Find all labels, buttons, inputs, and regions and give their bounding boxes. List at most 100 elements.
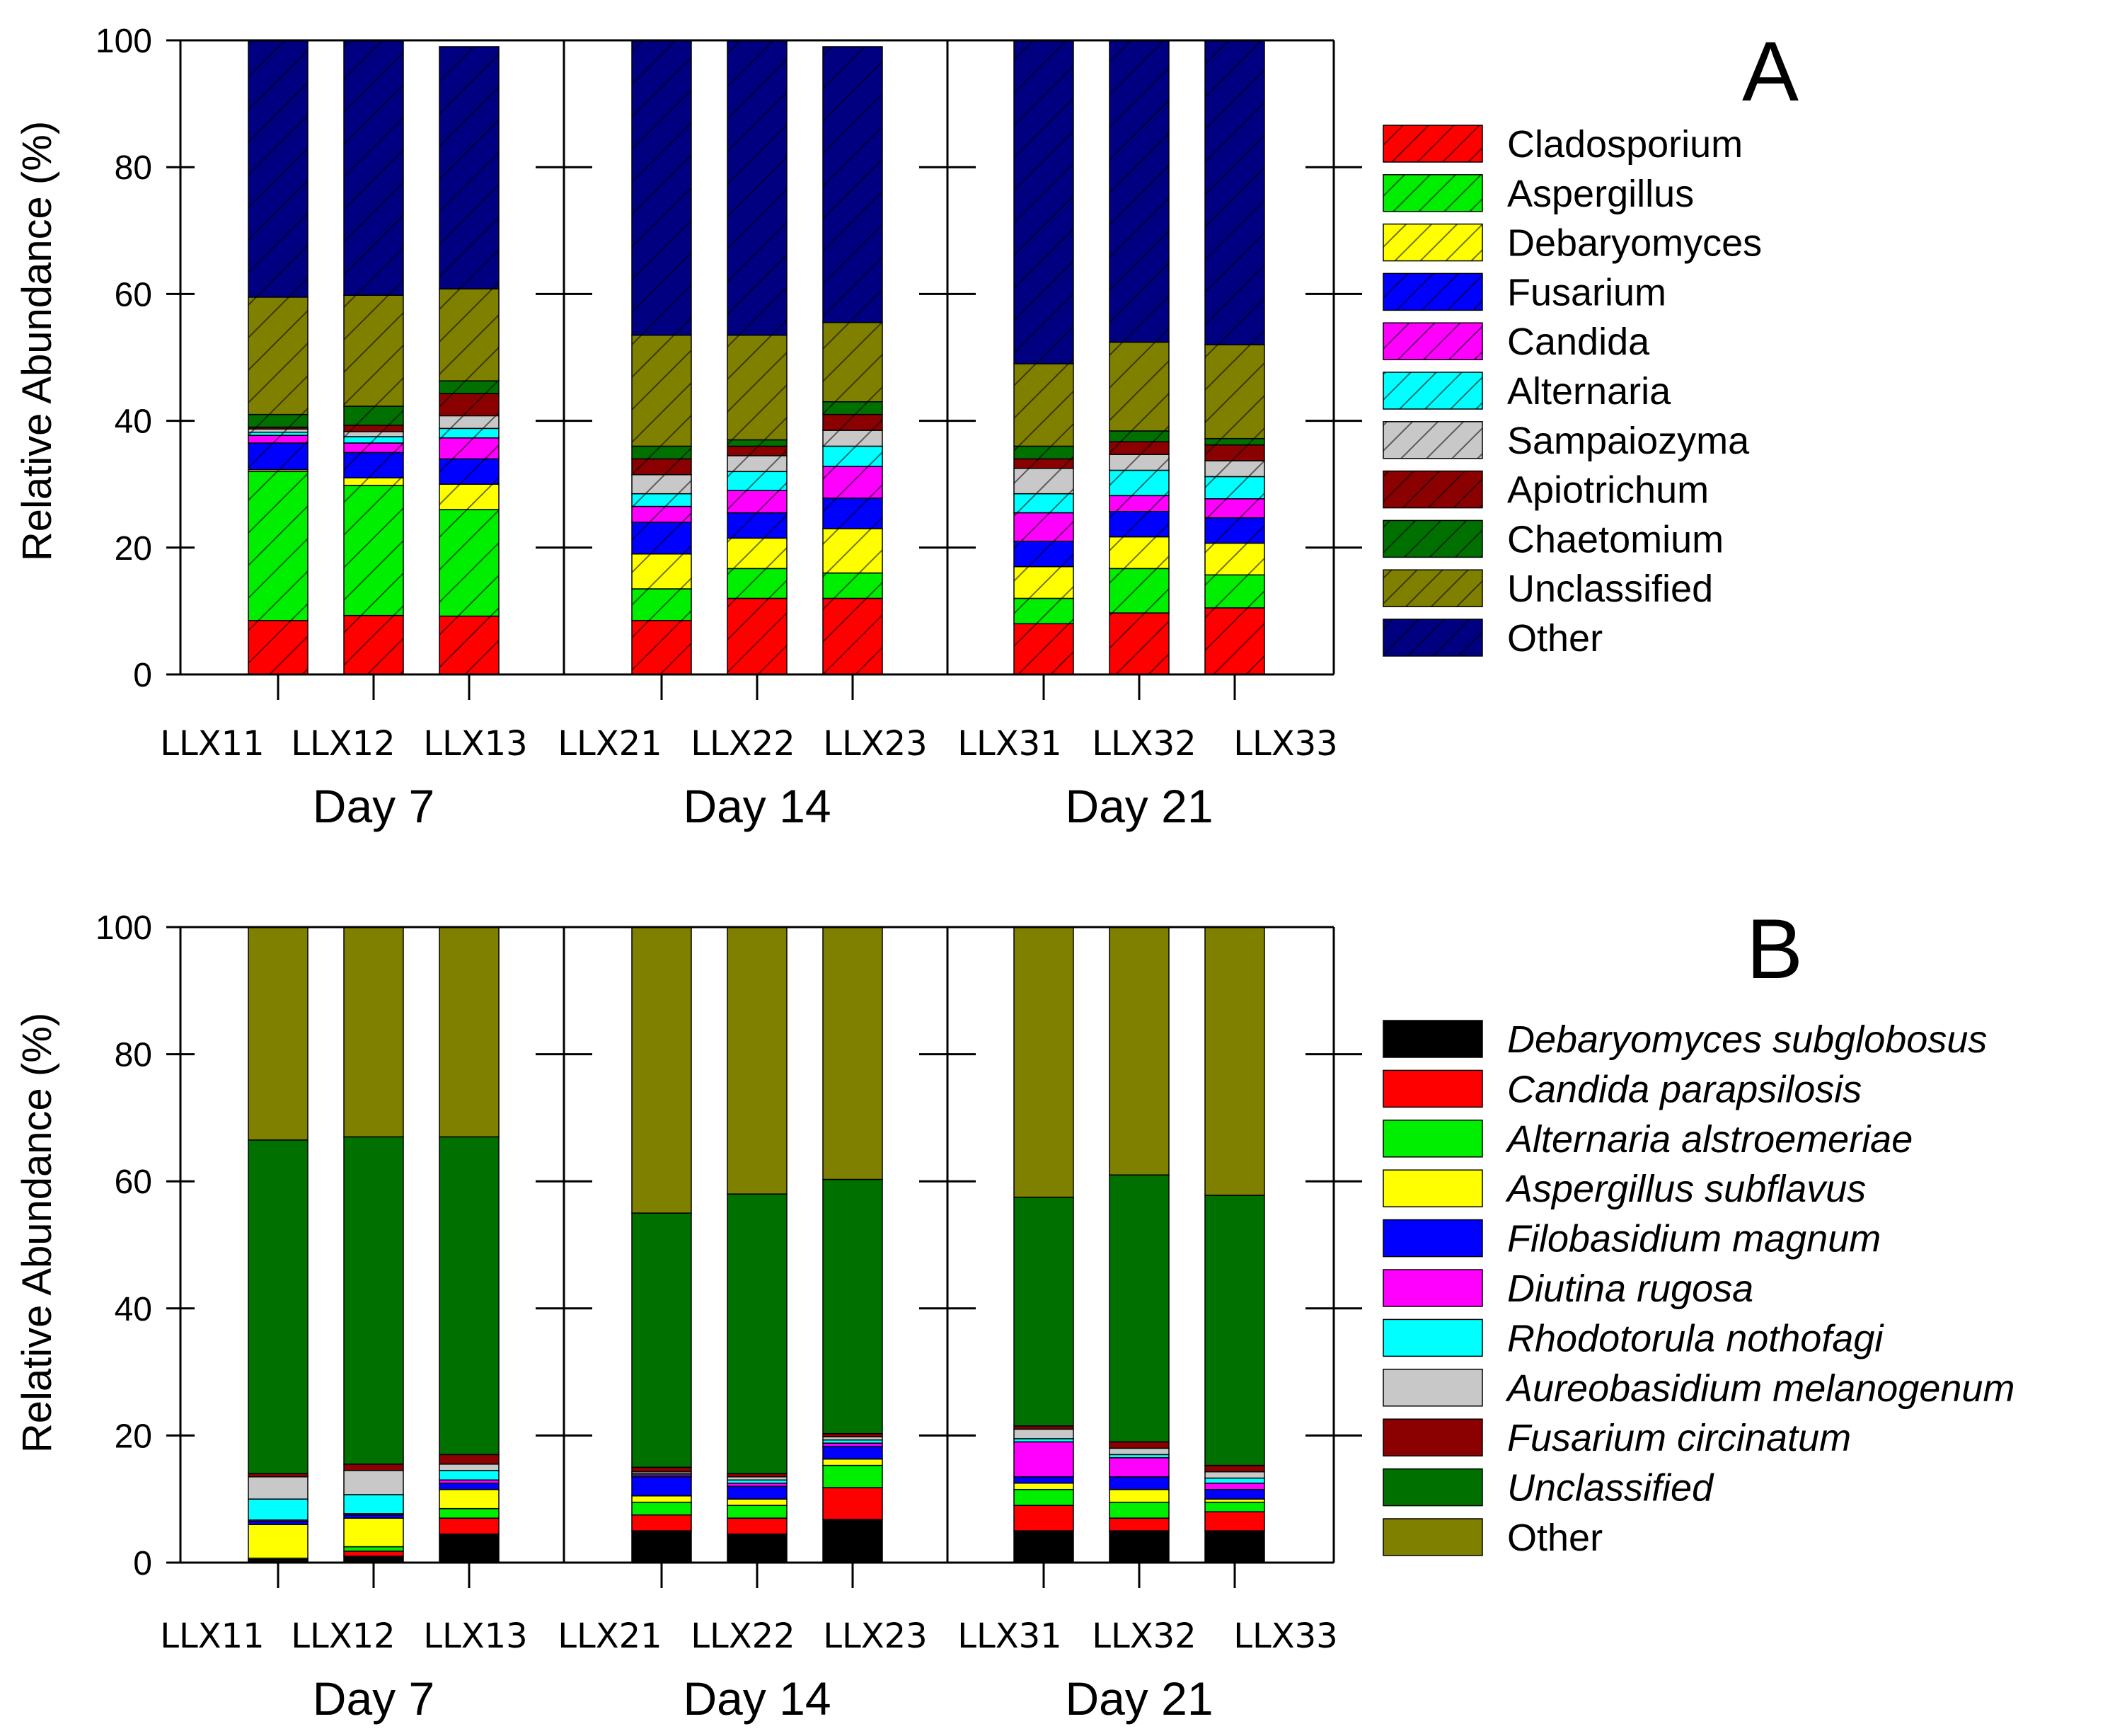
bar-hatch-a-llx12-chaetomium [344,406,403,425]
legend-hatch-a-other [1383,619,1482,656]
bar-hatch-a-llx22-fusarium [727,512,787,539]
legend-label-a-candida: Candida [1507,321,1650,363]
bar-hatch-a-llx22-cladosporium [727,598,787,674]
bar-hatch-a-llx31-aspergillus [1014,598,1073,624]
legend-label-b-candida-parapsilosis: Candida parapsilosis [1507,1068,1862,1110]
bar-segment-b-llx13-fusarium-circinatum [439,1454,500,1465]
legend-hatch-a-sampaiozyma [1383,421,1482,459]
bar-segment-b-llx13-other [439,926,500,1138]
category-label-a-llx31: LLX31 [957,724,1061,764]
panel-b-category-labels: LLX11 LLX12 LLX13 LLX21 LLX22 LLX23 LLX31 LLX32… [160,1616,1337,1656]
bar-segment-b-llx12-candida-parapsilosis [343,1551,404,1557]
bar-segment-b-llx33-diutina-rugosa [1204,1483,1265,1490]
bar-segment-b-llx11-other [248,926,309,1141]
legend-hatch-a-apiotrichum [1383,471,1482,508]
bar-segment-b-llx12-alternaria-alstroemeriae [343,1546,404,1552]
bar-hatch-a-llx13-sampaiozyma [439,415,499,429]
legend-label-a-sampaiozyma: Sampaiozyma [1507,420,1750,462]
category-label-a-llx33: LLX33 [1233,724,1337,764]
bar-hatch-a-llx23-alternaria [823,446,882,467]
bar-segment-b-llx13-alternaria-alstroemeriae [439,1507,500,1519]
bar-segment-b-llx21-unclassified [631,1212,692,1468]
group-label-a-day-7: Day 7 [313,780,434,832]
bar-hatch-a-llx21-aspergillus [632,589,691,621]
bar-hatch-a-llx33-apiotrichum [1205,444,1264,461]
y-tick-label-b-40: 40 [115,1291,152,1328]
legend-label-b-aureobasidium-melanogenum: Aureobasidium melanogenum [1505,1367,2014,1410]
bar-hatch-a-llx31-apiotrichum [1014,459,1073,469]
bar-segment-b-llx23-candida-parapsilosis [822,1487,883,1520]
bar-segment-b-llx31-candida-parapsilosis [1013,1505,1074,1531]
bar-hatch-a-llx23-cladosporium [823,598,882,674]
bar-segment-b-llx21-alternaria-alstroemeriae [631,1501,692,1516]
legend-label-b-fusarium-circinatum: Fusarium circinatum [1507,1417,1851,1459]
bar-hatch-a-llx33-debaryomyces [1205,543,1264,575]
legend-label-a-other: Other [1507,617,1603,660]
category-label-b-llx13: LLX13 [423,1616,527,1656]
bar-hatch-a-llx13-apiotrichum [439,393,499,416]
category-label-b-llx31: LLX31 [957,1616,1061,1656]
bar-segment-b-llx13-filobasidium-magnum [439,1483,500,1490]
bar-hatch-a-llx21-alternaria [632,493,691,507]
bar-hatch-a-llx32-debaryomyces [1109,536,1169,569]
bar-hatch-a-llx22-aspergillus [727,568,787,599]
bar-segment-b-llx32-aureobasidium-melanogenum [1109,1447,1170,1456]
bar-hatch-a-llx22-sampaiozyma [727,455,787,472]
group-label-a-day-21: Day 21 [1065,780,1213,832]
panel-b-y-axis-label: Relative Abundance (%) [14,1013,60,1453]
bar-hatch-a-llx32-other [1109,40,1169,343]
bar-hatch-a-llx11-debaryomyces [248,469,308,472]
legend-swatch-b-other [1383,1518,1483,1556]
panel-a-category-labels: LLX11 LLX12 LLX13 LLX21 LLX22 LLX23 LLX31 LLX32… [160,724,1337,764]
panel-a-group-labels: Day 7 Day 14 Day 21 [313,780,1213,832]
bar-hatch-a-llx13-chaetomium [439,381,499,394]
bar-hatch-a-llx13-other [439,46,499,289]
y-tick-label-a-40: 40 [115,403,152,441]
bar-hatch-a-llx21-candida [632,506,691,522]
category-label-a-llx21: LLX21 [558,724,662,764]
bar-segment-b-llx22-debaryomyces-subglobosus [727,1533,788,1563]
bar-hatch-a-llx13-aspergillus [439,510,499,616]
bar-hatch-a-llx31-sampaiozyma [1014,468,1073,494]
bar-segment-b-llx12-other [343,926,404,1138]
legend-swatch-b-rhodotorula-nothofagi [1383,1318,1483,1357]
bar-segment-b-llx22-other [727,926,788,1195]
bar-hatch-a-llx21-debaryomyces [632,553,691,590]
bar-hatch-a-llx33-sampaiozyma [1205,461,1264,477]
bar-segment-b-llx32-other [1109,926,1170,1175]
bar-hatch-a-llx12-sampaiozyma [344,431,403,437]
bar-segment-b-llx33-fusarium-circinatum [1204,1464,1265,1473]
legend-swatch-b-filobasidium-magnum [1383,1219,1483,1258]
bar-hatch-a-llx22-unclassified [727,335,787,440]
bar-hatch-a-llx11-apiotrichum [248,427,308,430]
legend-hatch-a-aspergillus [1383,174,1482,212]
bar-hatch-a-llx32-sampaiozyma [1109,454,1169,471]
bar-hatch-a-llx33-unclassified [1205,345,1264,439]
bar-segment-b-llx32-fusarium-circinatum [1109,1441,1170,1449]
legend-label-a-aspergillus: Aspergillus [1507,173,1694,215]
bar-segment-b-llx21-debaryomyces-subglobosus [631,1530,692,1563]
bar-hatch-a-llx12-apiotrichum [344,425,403,432]
legend-label-a-chaetomium: Chaetomium [1507,518,1724,561]
legend-hatch-a-cladosporium [1383,125,1482,162]
legend-swatch-b-alternaria-alstroemeriae [1383,1120,1483,1158]
legend-label-b-debaryomyces-subglobosus: Debaryomyces subglobosus [1507,1018,1987,1061]
y-tick-label-a-80: 80 [115,149,152,187]
category-label-a-llx13: LLX13 [423,724,527,764]
legend-label-b-filobasidium-magnum: Filobasidium magnum [1507,1218,1881,1260]
y-tick-label-b-80: 80 [115,1037,152,1074]
bar-hatch-a-llx32-aspergillus [1109,568,1169,614]
y-tick-label-a-0: 0 [133,657,152,694]
group-label-b-day-14: Day 14 [683,1672,831,1725]
legend-hatch-a-unclassified [1383,570,1482,607]
bar-segment-b-llx13-debaryomyces-subglobosus [439,1533,500,1563]
legend-hatch-a-chaetomium [1383,520,1482,558]
legend-hatch-a-alternaria [1383,372,1482,409]
bar-segment-b-llx13-aspergillus-subflavus [439,1488,500,1510]
y-tick-label-a-20: 20 [115,530,152,568]
bar-segment-b-llx22-filobasidium-magnum [727,1485,788,1500]
y-tick-label-a-100: 100 [96,23,152,60]
bar-segment-b-llx33-alternaria-alstroemeriae [1204,1501,1265,1512]
